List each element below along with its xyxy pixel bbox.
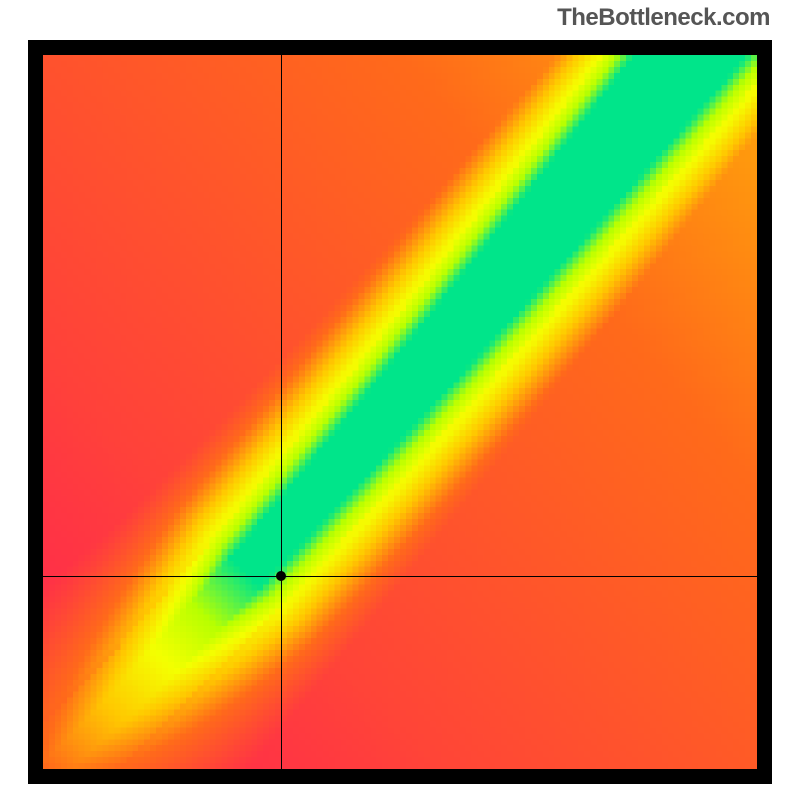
watermark-text: TheBottleneck.com [557,4,770,32]
crosshair-marker [276,571,286,581]
heatmap-canvas [43,55,757,769]
crosshair-vertical [281,55,282,769]
plot-inner [43,55,757,769]
chart-container: TheBottleneck.com [0,0,800,800]
crosshair-horizontal [43,576,757,577]
plot-frame [28,40,772,784]
